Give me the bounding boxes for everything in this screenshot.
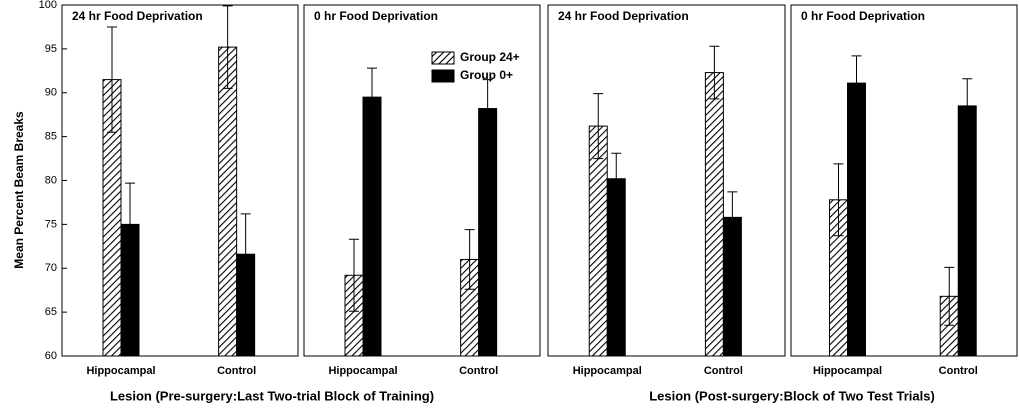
error-bar	[349, 238, 359, 312]
bar	[847, 82, 866, 357]
panel-title: 24 hr Food Deprivation	[558, 9, 689, 23]
y-tick-label: 90	[45, 87, 57, 99]
y-tick-label: 95	[45, 43, 57, 55]
bar	[957, 105, 977, 357]
error-bar	[222, 5, 233, 89]
error-bar	[482, 79, 493, 139]
x-tick-label: Control	[459, 365, 498, 377]
x-tick-label: Hippocampal	[86, 365, 155, 377]
panel-frame	[61, 4, 299, 357]
x-tick-label: Control	[939, 365, 978, 377]
bar	[362, 96, 382, 357]
error-bar	[107, 26, 117, 133]
y-tick-label: 60	[45, 350, 57, 362]
panel-title: 0 hr Food Deprivation	[314, 9, 438, 23]
panel-frame	[547, 4, 786, 357]
y-tick-label: 65	[45, 306, 57, 318]
error-bar	[833, 163, 844, 237]
x-axis-label: Lesion (Pre-surgery:Last Two-trial Block…	[110, 388, 434, 403]
x-tick-label: Hippocampal	[328, 365, 397, 377]
error-bar	[593, 93, 604, 160]
error-bar	[727, 191, 738, 244]
error-bar	[611, 152, 622, 205]
legend-swatch	[431, 69, 455, 83]
bar	[478, 108, 498, 357]
error-bar	[240, 213, 251, 296]
bar	[588, 125, 608, 357]
error-bar	[367, 67, 377, 127]
bar	[704, 72, 724, 357]
error-bar	[944, 266, 955, 326]
y-tick-label: 100	[39, 0, 57, 11]
legend-label: Group 24+	[460, 50, 520, 64]
panel-frame	[303, 4, 541, 357]
error-bar	[962, 78, 973, 134]
bar	[218, 46, 238, 357]
error-bar	[851, 55, 862, 111]
x-axis-label: Lesion (Post-surgery:Block of Two Test T…	[649, 388, 935, 403]
x-tick-label: Hippocampal	[813, 365, 882, 377]
legend-label: Group 0+	[460, 68, 513, 82]
y-tick-label: 75	[45, 218, 57, 230]
x-tick-label: Hippocampal	[573, 365, 642, 377]
panel-title: 0 hr Food Deprivation	[801, 9, 925, 23]
panel-title: 24 hr Food Deprivation	[72, 9, 203, 23]
legend-swatch	[431, 51, 455, 65]
error-bar	[709, 45, 720, 100]
error-bar	[125, 182, 135, 267]
x-tick-label: Control	[217, 365, 256, 377]
x-tick-label: Control	[704, 365, 743, 377]
panel-frame	[790, 4, 1018, 357]
error-bar	[464, 229, 475, 290]
y-tick-label: 70	[45, 262, 57, 274]
y-tick-label: 85	[45, 131, 57, 143]
y-tick-label: 80	[45, 174, 57, 186]
bar	[606, 178, 626, 357]
y-axis-label: Mean Percent Beam Breaks	[12, 111, 26, 269]
